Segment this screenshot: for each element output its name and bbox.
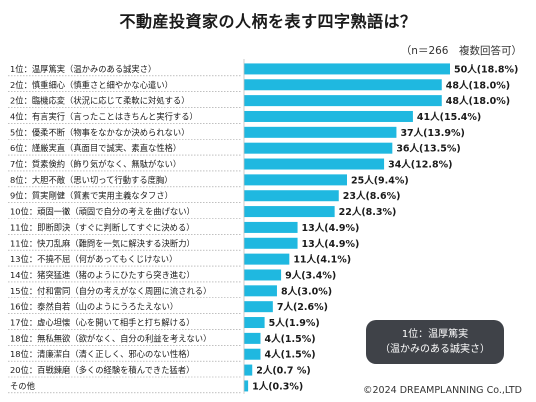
category-label: 4位：有言実行（言ったことはきちんと実行する） <box>10 111 198 121</box>
value-label: 50人(18.8%) <box>454 63 518 75</box>
category-label: 20位：百戦錬磨（多くの経験を積んできた猛者） <box>10 365 194 375</box>
value-label: 4人(1.5%) <box>264 333 315 345</box>
value-label: 41人(15.4%) <box>417 111 481 123</box>
category-label: 6位：謹厳実直（真面目で誠実、素直な性格） <box>10 143 181 153</box>
category-label: 10位：頑固一徹（頑固で自分の考えを曲げない） <box>10 207 195 217</box>
value-label: 13人(4.9%) <box>302 222 360 234</box>
value-label: 37人(13.9%) <box>400 127 464 139</box>
bar <box>244 95 442 107</box>
bar <box>244 206 335 218</box>
category-label: 15位：付和雷同（自分の考えがなく周囲に流される） <box>10 286 211 296</box>
bar <box>244 142 393 154</box>
value-label: 4人(1.5%) <box>264 349 315 361</box>
callout-line1: 1位：温厚篤実 <box>401 329 469 340</box>
category-label: 9位：質実剛健（質素で実用主義なタフさ） <box>10 191 173 201</box>
category-label: 2位：慎重細心（慎重さと細やかな心遣い） <box>10 80 173 90</box>
callout-line2: （温かみのある誠実さ） <box>380 344 490 355</box>
bar <box>244 301 273 313</box>
category-label: 14位：猪突猛進（猪のようにひたすら突き進む） <box>10 270 195 280</box>
category-label: その他 <box>10 381 35 391</box>
bar <box>244 285 277 297</box>
copyright-text: ©2024 DREAMPLANNING Co.,LTD <box>363 385 522 396</box>
value-label: 13人(4.9%) <box>302 238 360 250</box>
bar <box>244 253 290 265</box>
bar <box>244 126 397 138</box>
bar <box>244 110 413 122</box>
bar <box>244 348 261 360</box>
category-label: 11位：即断即決（すぐに判断してすぐに決める） <box>10 222 195 232</box>
category-label: 16位：泰然自若（山のようにうろたえない） <box>10 302 178 312</box>
value-label: 1人(0.3%) <box>252 380 303 392</box>
category-label: 17位：虚心坦懐（心を開いて相手と打ち解ける） <box>10 318 195 328</box>
category-label: 18位：清廉潔白（清く正しく、邪心のない性格） <box>10 349 195 359</box>
value-label: 22人(8.3%) <box>339 206 397 218</box>
category-label: 13位：不撓不屈（何があってもくじけない） <box>10 254 177 264</box>
bar <box>244 190 339 202</box>
value-label: 23人(8.6%) <box>343 190 401 202</box>
bar <box>244 380 249 392</box>
category-label: 18位：無私無欲（欲がなく、自分の利益を考えない） <box>10 333 211 343</box>
bar <box>244 63 450 75</box>
bar <box>244 269 282 281</box>
value-label: 8人(3.0%) <box>281 285 332 297</box>
bar <box>244 79 442 91</box>
bar <box>244 364 253 376</box>
category-label: 2位：臨機応変（状況に応じて柔軟に対処する） <box>10 96 190 106</box>
sample-size-note: （n＝266 複数回答可） <box>400 45 522 57</box>
bar <box>244 332 261 344</box>
value-label: 7人(2.6%) <box>277 301 328 313</box>
category-label: 7位：質素倹約（飾り気がなく、無駄がない） <box>10 159 181 169</box>
bar <box>244 174 347 186</box>
value-label: 48人(18.0%) <box>446 79 510 91</box>
category-label: 5位：優柔不断（物事をなかなか決められない） <box>10 127 190 137</box>
value-label: 9人(3.4%) <box>285 269 336 281</box>
bar <box>244 237 298 249</box>
category-label: 1位：温厚篤実（温かみのある誠実さ） <box>10 64 156 74</box>
chart-title: 不動産投資家の人柄を表す四字熟語は？ <box>119 12 417 31</box>
value-label: 36人(13.5%) <box>396 143 460 155</box>
value-label: 5人(1.9%) <box>269 317 320 329</box>
value-label: 34人(12.8%) <box>388 159 452 171</box>
category-label: 8位：大胆不敵（思い切って行動する度胸） <box>10 175 173 185</box>
bar <box>244 158 385 170</box>
bar <box>244 317 265 329</box>
value-label: 11人(4.1%) <box>293 254 351 266</box>
value-label: 25人(9.4%) <box>351 174 409 186</box>
bar <box>244 221 298 233</box>
category-label: 11位：快刀乱麻（難問を一気に解決する決断力） <box>10 238 195 248</box>
value-label: 2人(0.7 %) <box>256 365 310 377</box>
top-answer-callout: 1位：温厚篤実 （温かみのある誠実さ） <box>366 320 504 364</box>
value-label: 48人(18.0%) <box>446 95 510 107</box>
